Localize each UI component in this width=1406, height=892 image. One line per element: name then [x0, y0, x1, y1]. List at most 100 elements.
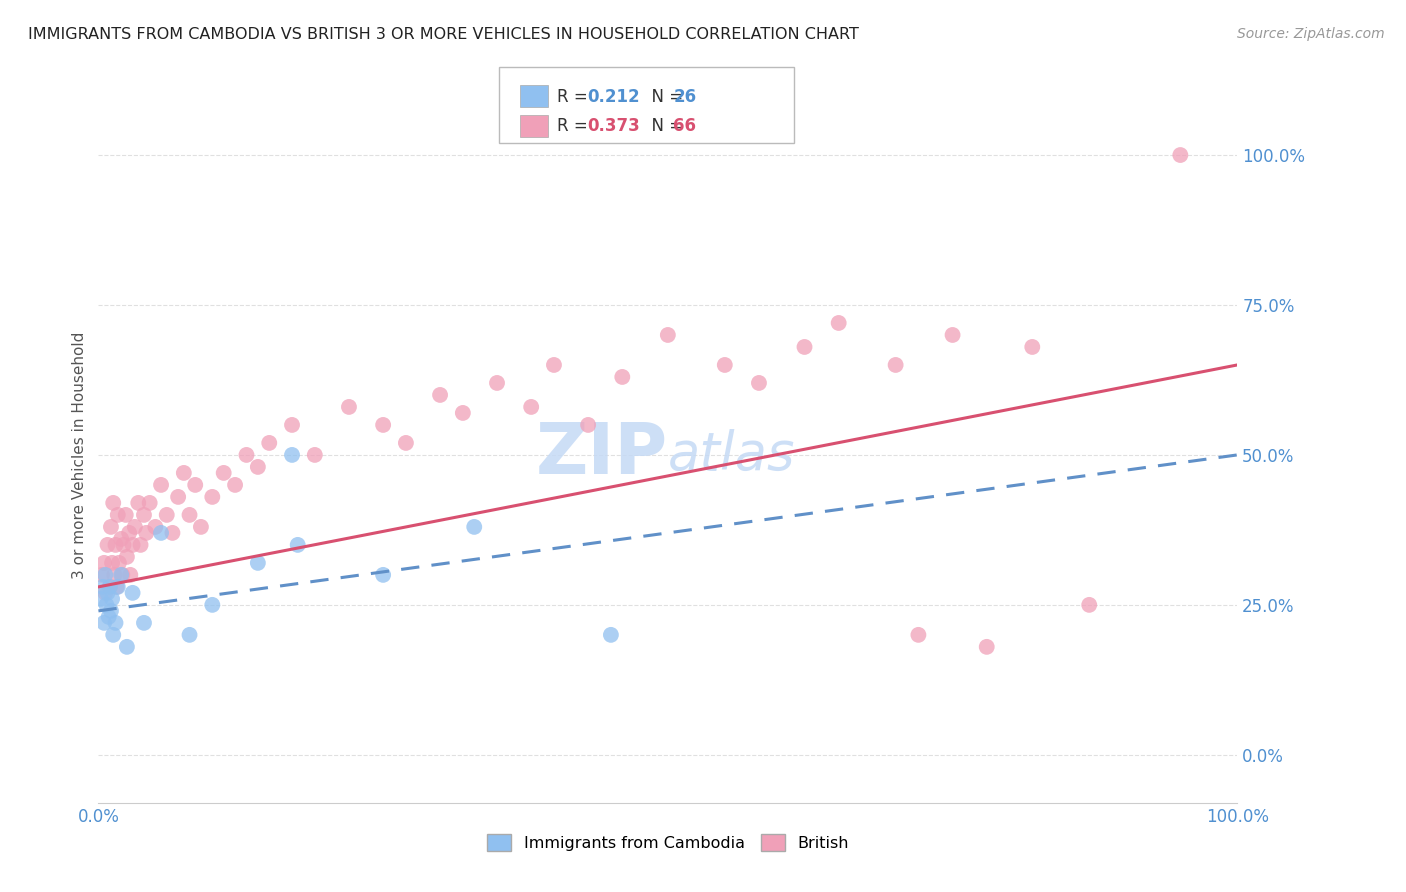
Point — [150, 525, 173, 540]
Point — [942, 328, 965, 343]
Point — [162, 525, 184, 540]
Point — [1021, 340, 1043, 354]
Point — [101, 556, 124, 570]
Point — [201, 598, 224, 612]
Point — [138, 496, 160, 510]
Point — [129, 538, 152, 552]
Point — [714, 358, 737, 372]
Point — [657, 328, 679, 343]
Point — [612, 370, 634, 384]
Point — [121, 586, 143, 600]
Point — [145, 520, 167, 534]
Point — [115, 549, 138, 564]
Point — [259, 436, 281, 450]
Point — [201, 490, 224, 504]
Point — [91, 580, 114, 594]
Point — [97, 610, 120, 624]
Point — [287, 538, 309, 552]
Point — [96, 538, 118, 552]
Point — [110, 567, 132, 582]
Point — [108, 556, 131, 570]
Point — [543, 358, 565, 372]
Point — [135, 525, 157, 540]
Point — [1170, 148, 1192, 162]
Point — [246, 556, 269, 570]
Point — [98, 580, 121, 594]
Point — [371, 567, 394, 582]
Text: atlas: atlas — [668, 429, 796, 481]
Point — [96, 598, 118, 612]
Point — [246, 459, 269, 474]
Point — [281, 417, 304, 432]
Point — [120, 567, 142, 582]
Point — [114, 508, 136, 522]
Point — [94, 586, 117, 600]
Point — [118, 525, 141, 540]
Text: IMMIGRANTS FROM CAMBODIA VS BRITISH 3 OR MORE VEHICLES IN HOUSEHOLD CORRELATION : IMMIGRANTS FROM CAMBODIA VS BRITISH 3 OR… — [28, 27, 859, 42]
Point — [884, 358, 907, 372]
Point — [93, 615, 115, 630]
Point — [124, 520, 146, 534]
Point — [105, 580, 128, 594]
Point — [132, 615, 155, 630]
Point — [1078, 598, 1101, 612]
Point — [103, 567, 125, 582]
Point — [304, 448, 326, 462]
Point — [748, 376, 770, 390]
Text: 26: 26 — [673, 87, 696, 106]
Point — [104, 538, 127, 552]
Point — [793, 340, 815, 354]
Point — [115, 640, 138, 654]
Point — [337, 400, 360, 414]
Text: ZIP: ZIP — [536, 420, 668, 490]
Text: N =: N = — [641, 117, 689, 136]
Point — [371, 417, 394, 432]
Point — [121, 538, 143, 552]
Point — [93, 556, 115, 570]
Legend: Immigrants from Cambodia, British: Immigrants from Cambodia, British — [481, 828, 855, 857]
Point — [828, 316, 851, 330]
Point — [110, 532, 132, 546]
Point — [111, 567, 134, 582]
Point — [486, 376, 509, 390]
Point — [132, 508, 155, 522]
Point — [167, 490, 190, 504]
Text: 66: 66 — [673, 117, 696, 136]
Point — [127, 496, 149, 510]
Point — [103, 496, 125, 510]
Y-axis label: 3 or more Vehicles in Household: 3 or more Vehicles in Household — [72, 331, 87, 579]
Point — [224, 478, 246, 492]
Point — [463, 520, 485, 534]
Text: R =: R = — [557, 87, 593, 106]
Point — [173, 466, 195, 480]
Point — [520, 400, 543, 414]
Point — [96, 586, 118, 600]
Point — [395, 436, 418, 450]
Point — [90, 591, 112, 606]
Point — [107, 580, 129, 594]
Point — [179, 628, 201, 642]
Point — [976, 640, 998, 654]
Point — [104, 615, 127, 630]
Text: 0.212: 0.212 — [588, 87, 640, 106]
Point — [281, 448, 304, 462]
Point — [179, 508, 201, 522]
Point — [184, 478, 207, 492]
Point — [235, 448, 257, 462]
Point — [94, 567, 117, 582]
Point — [100, 604, 122, 618]
Point — [156, 508, 179, 522]
Point — [101, 591, 124, 606]
Text: Source: ZipAtlas.com: Source: ZipAtlas.com — [1237, 27, 1385, 41]
Point — [107, 508, 129, 522]
Point — [112, 538, 135, 552]
Point — [100, 520, 122, 534]
Point — [190, 520, 212, 534]
Text: N =: N = — [641, 87, 689, 106]
Point — [451, 406, 474, 420]
Point — [103, 628, 125, 642]
Point — [98, 580, 121, 594]
Text: R =: R = — [557, 117, 593, 136]
Point — [90, 567, 112, 582]
Text: 0.373: 0.373 — [588, 117, 641, 136]
